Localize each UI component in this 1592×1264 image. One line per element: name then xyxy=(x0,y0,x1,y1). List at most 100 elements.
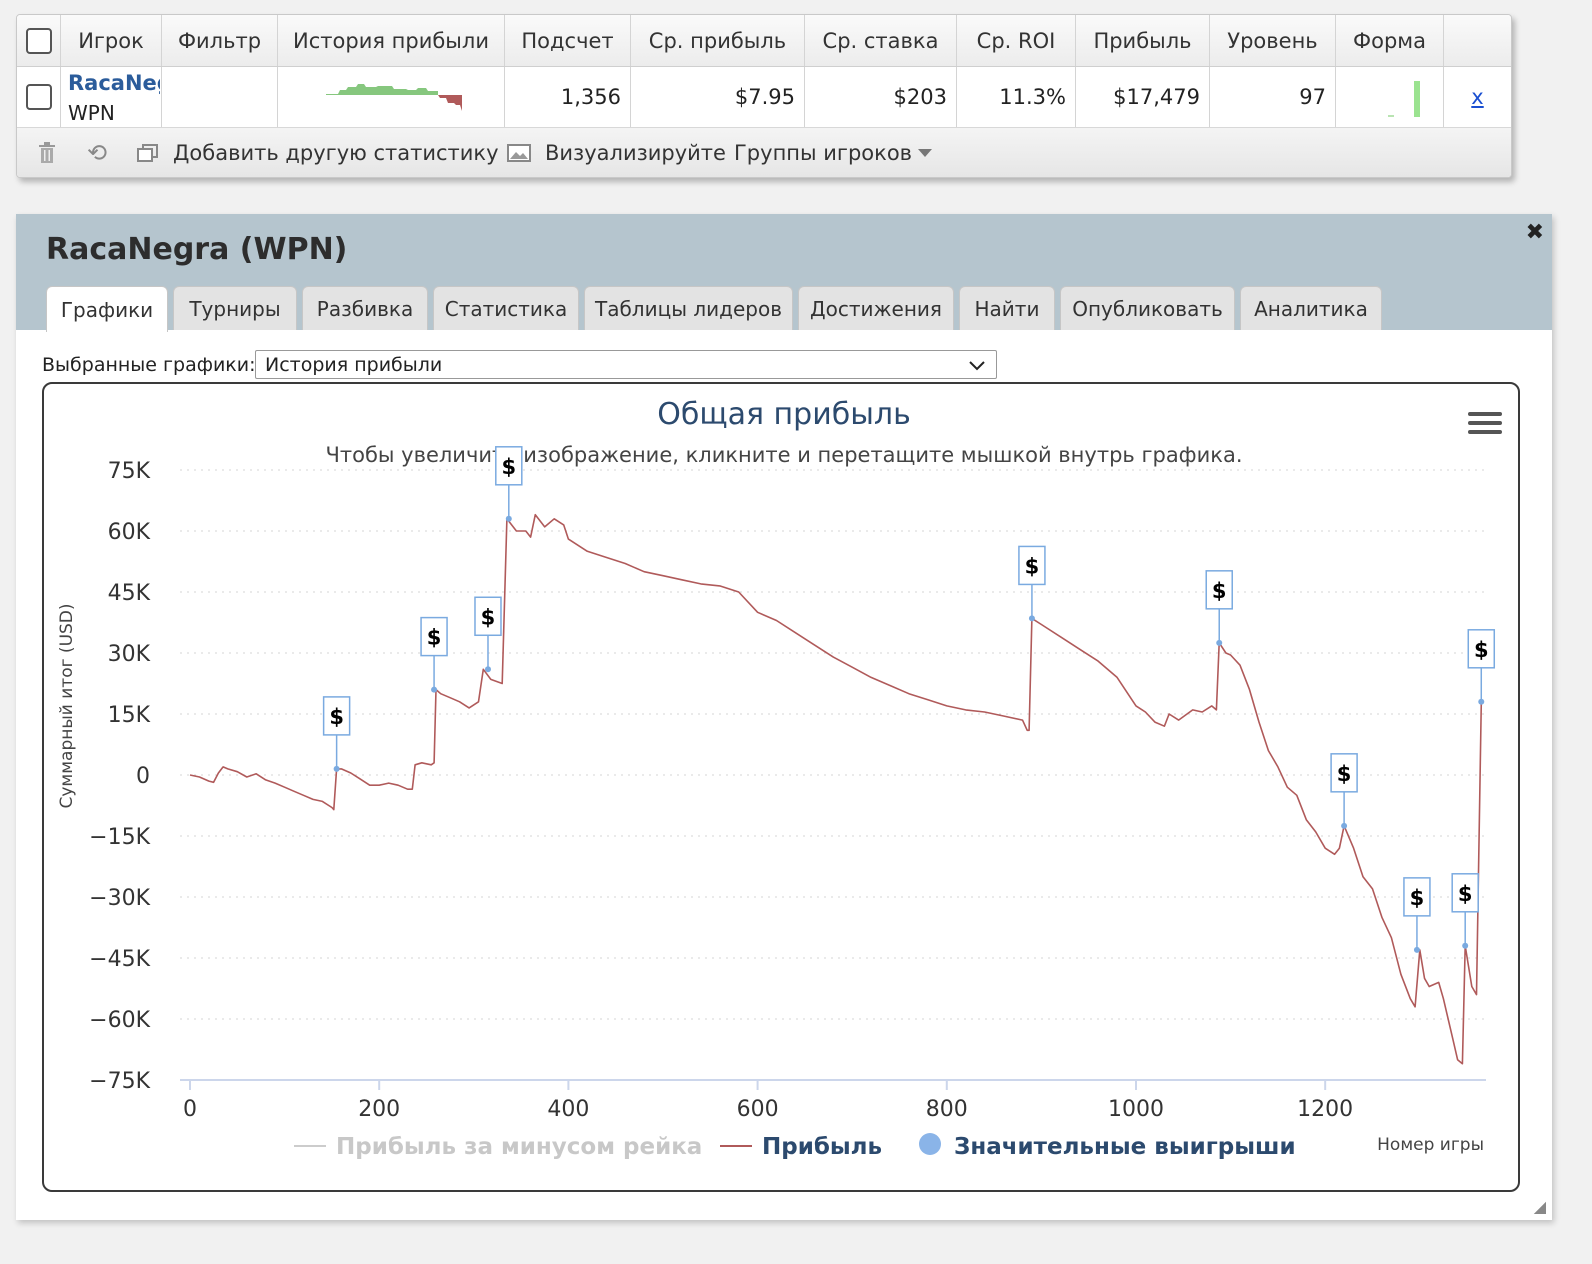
flag-label: $ xyxy=(329,705,344,729)
flag-label: $ xyxy=(427,626,442,650)
big-win-marker[interactable]: $ xyxy=(495,446,523,522)
big-win-marker[interactable]: $ xyxy=(1330,753,1358,829)
big-win-marker[interactable]: $ xyxy=(322,696,351,772)
y-tick-label: −30K xyxy=(89,886,150,911)
legend-label-net: Прибыль за минусом рейка xyxy=(336,1134,702,1160)
tab-analytics[interactable]: Аналитика xyxy=(1240,286,1382,330)
col-header-remove xyxy=(1444,15,1511,66)
player-panel: RacaNegra (WPN) ✖ Графики Турниры Разбив… xyxy=(16,214,1552,1220)
avg-roi-cell: 11.3% xyxy=(957,67,1076,127)
big-win-marker[interactable]: $ xyxy=(420,616,448,693)
flag-label: $ xyxy=(1458,882,1473,906)
tab-charts[interactable]: Графики xyxy=(46,286,168,332)
col-header-count[interactable]: Подсчет xyxy=(505,15,631,66)
col-header-avg-stake[interactable]: Ср. ставка xyxy=(805,15,957,66)
close-icon[interactable]: ✖ xyxy=(1525,220,1544,245)
player-groups-dropdown[interactable]: Группы игроков xyxy=(734,128,933,177)
profit-chart[interactable]: Общая прибыль Чтобы увеличить изображени… xyxy=(44,384,1518,1190)
table-toolbar: ⟲ Добавить другую статистику Визуализиру… xyxy=(17,128,1511,177)
big-win-point xyxy=(1216,639,1223,646)
flag-box xyxy=(420,616,448,657)
refresh-button[interactable]: ⟲ xyxy=(87,128,107,177)
col-header-avg-roi[interactable]: Ср. ROI xyxy=(957,15,1076,66)
profit-cell: $17,479 xyxy=(1076,67,1210,127)
tab-statistics[interactable]: Статистика xyxy=(433,286,579,330)
select-all-checkbox[interactable] xyxy=(25,27,52,54)
avg-profit-cell: $7.95 xyxy=(631,67,805,127)
form-cell xyxy=(1336,67,1444,127)
big-win-point xyxy=(1462,942,1469,949)
col-header-level[interactable]: Уровень xyxy=(1210,15,1336,66)
profit-series-line[interactable] xyxy=(189,513,1483,1065)
player-stats-table: Игрок Фильтр История прибыли Подсчет Ср.… xyxy=(16,14,1512,178)
add-stat-button[interactable]: Добавить другую статистику xyxy=(137,128,499,177)
flag-box xyxy=(1018,545,1046,586)
col-header-filter[interactable]: Фильтр xyxy=(162,15,278,66)
player-site: WPN xyxy=(68,101,115,125)
legend-label-big-wins: Значительные выигрыши xyxy=(954,1134,1296,1160)
flag-box xyxy=(1451,873,1479,913)
x-axis-label: Номер игры xyxy=(1377,1135,1484,1155)
flag-label: $ xyxy=(1025,554,1040,578)
y-tick-label: 30K xyxy=(108,642,151,667)
charts-select[interactable]: История прибыли xyxy=(255,350,997,379)
delete-button[interactable] xyxy=(37,128,57,177)
row-select-cell xyxy=(17,67,61,127)
chart-title: Общая прибыль xyxy=(657,397,911,432)
row-checkbox[interactable] xyxy=(25,84,52,110)
flag-label: $ xyxy=(1212,579,1227,603)
chevron-down-icon xyxy=(969,361,985,371)
y-tick-label: −45K xyxy=(89,947,150,972)
panel-title: RacaNegra (WPN) xyxy=(46,232,348,267)
tab-leaderboards[interactable]: Таблицы лидеров xyxy=(584,286,793,330)
col-header-avg-profit[interactable]: Ср. прибыль xyxy=(631,15,805,66)
remove-player-link[interactable]: x xyxy=(1471,85,1484,109)
col-header-profit-history[interactable]: История прибыли xyxy=(278,15,505,66)
flag-label: $ xyxy=(1474,638,1489,662)
player-groups-label: Группы игроков xyxy=(734,140,913,165)
menu-icon[interactable] xyxy=(1468,412,1502,434)
x-tick-label: 1200 xyxy=(1297,1097,1353,1122)
flag-label: $ xyxy=(1337,762,1352,786)
flag-box xyxy=(1403,877,1431,917)
x-tick-label: 400 xyxy=(547,1097,589,1122)
big-win-marker[interactable]: $ xyxy=(1451,873,1479,949)
flag-label: $ xyxy=(501,455,516,479)
flag-box xyxy=(1467,629,1496,669)
big-win-point xyxy=(333,765,340,772)
add-stat-icon xyxy=(137,143,158,162)
tab-search[interactable]: Найти xyxy=(959,286,1055,330)
chart-container[interactable]: Общая прибыль Чтобы увеличить изображени… xyxy=(42,382,1520,1192)
big-win-marker[interactable]: $ xyxy=(1205,570,1233,646)
big-win-marker[interactable]: $ xyxy=(1018,545,1046,622)
tab-breakdown[interactable]: Разбивка xyxy=(302,286,428,330)
filter-cell[interactable] xyxy=(162,67,278,127)
tab-publish[interactable]: Опубликовать xyxy=(1060,286,1235,330)
col-header-player[interactable]: Игрок xyxy=(61,15,162,66)
big-win-marker[interactable]: $ xyxy=(1403,877,1431,953)
charts-select-value: История прибыли xyxy=(265,353,443,376)
y-tick-label: −75K xyxy=(89,1069,150,1094)
big-win-point xyxy=(505,515,512,522)
col-header-profit[interactable]: Прибыль xyxy=(1076,15,1210,66)
count-cell: 1,356 xyxy=(505,67,631,127)
legend-item-net-of-rake[interactable]: Прибыль за минусом рейка xyxy=(294,1134,702,1160)
tab-tournaments[interactable]: Турниры xyxy=(173,286,297,330)
add-stat-label: Добавить другую статистику xyxy=(173,140,499,165)
refresh-icon: ⟲ xyxy=(87,138,108,167)
table-row: RacaNegra WPN 1,356 $7.95 $203 11.3% $17… xyxy=(17,67,1511,128)
profit-history-cell[interactable] xyxy=(278,67,505,127)
visualize-button[interactable]: Визуализируйте xyxy=(507,128,726,177)
legend-item-big-wins[interactable]: Значительные выигрыши xyxy=(919,1133,1296,1160)
tab-achievements[interactable]: Достижения xyxy=(798,286,954,330)
y-tick-label: 60K xyxy=(108,520,151,545)
col-header-form[interactable]: Форма xyxy=(1336,15,1444,66)
big-win-point xyxy=(1478,698,1485,705)
big-win-marker[interactable]: $ xyxy=(1467,629,1496,705)
y-tick-label: 75K xyxy=(108,459,151,484)
resize-handle-icon[interactable]: ◢ xyxy=(1533,1197,1546,1216)
big-win-marker[interactable]: $ xyxy=(474,596,502,673)
legend-item-profit[interactable]: Прибыль xyxy=(720,1134,882,1160)
player-name-link[interactable]: RacaNegra xyxy=(68,71,160,95)
image-icon xyxy=(507,143,531,162)
